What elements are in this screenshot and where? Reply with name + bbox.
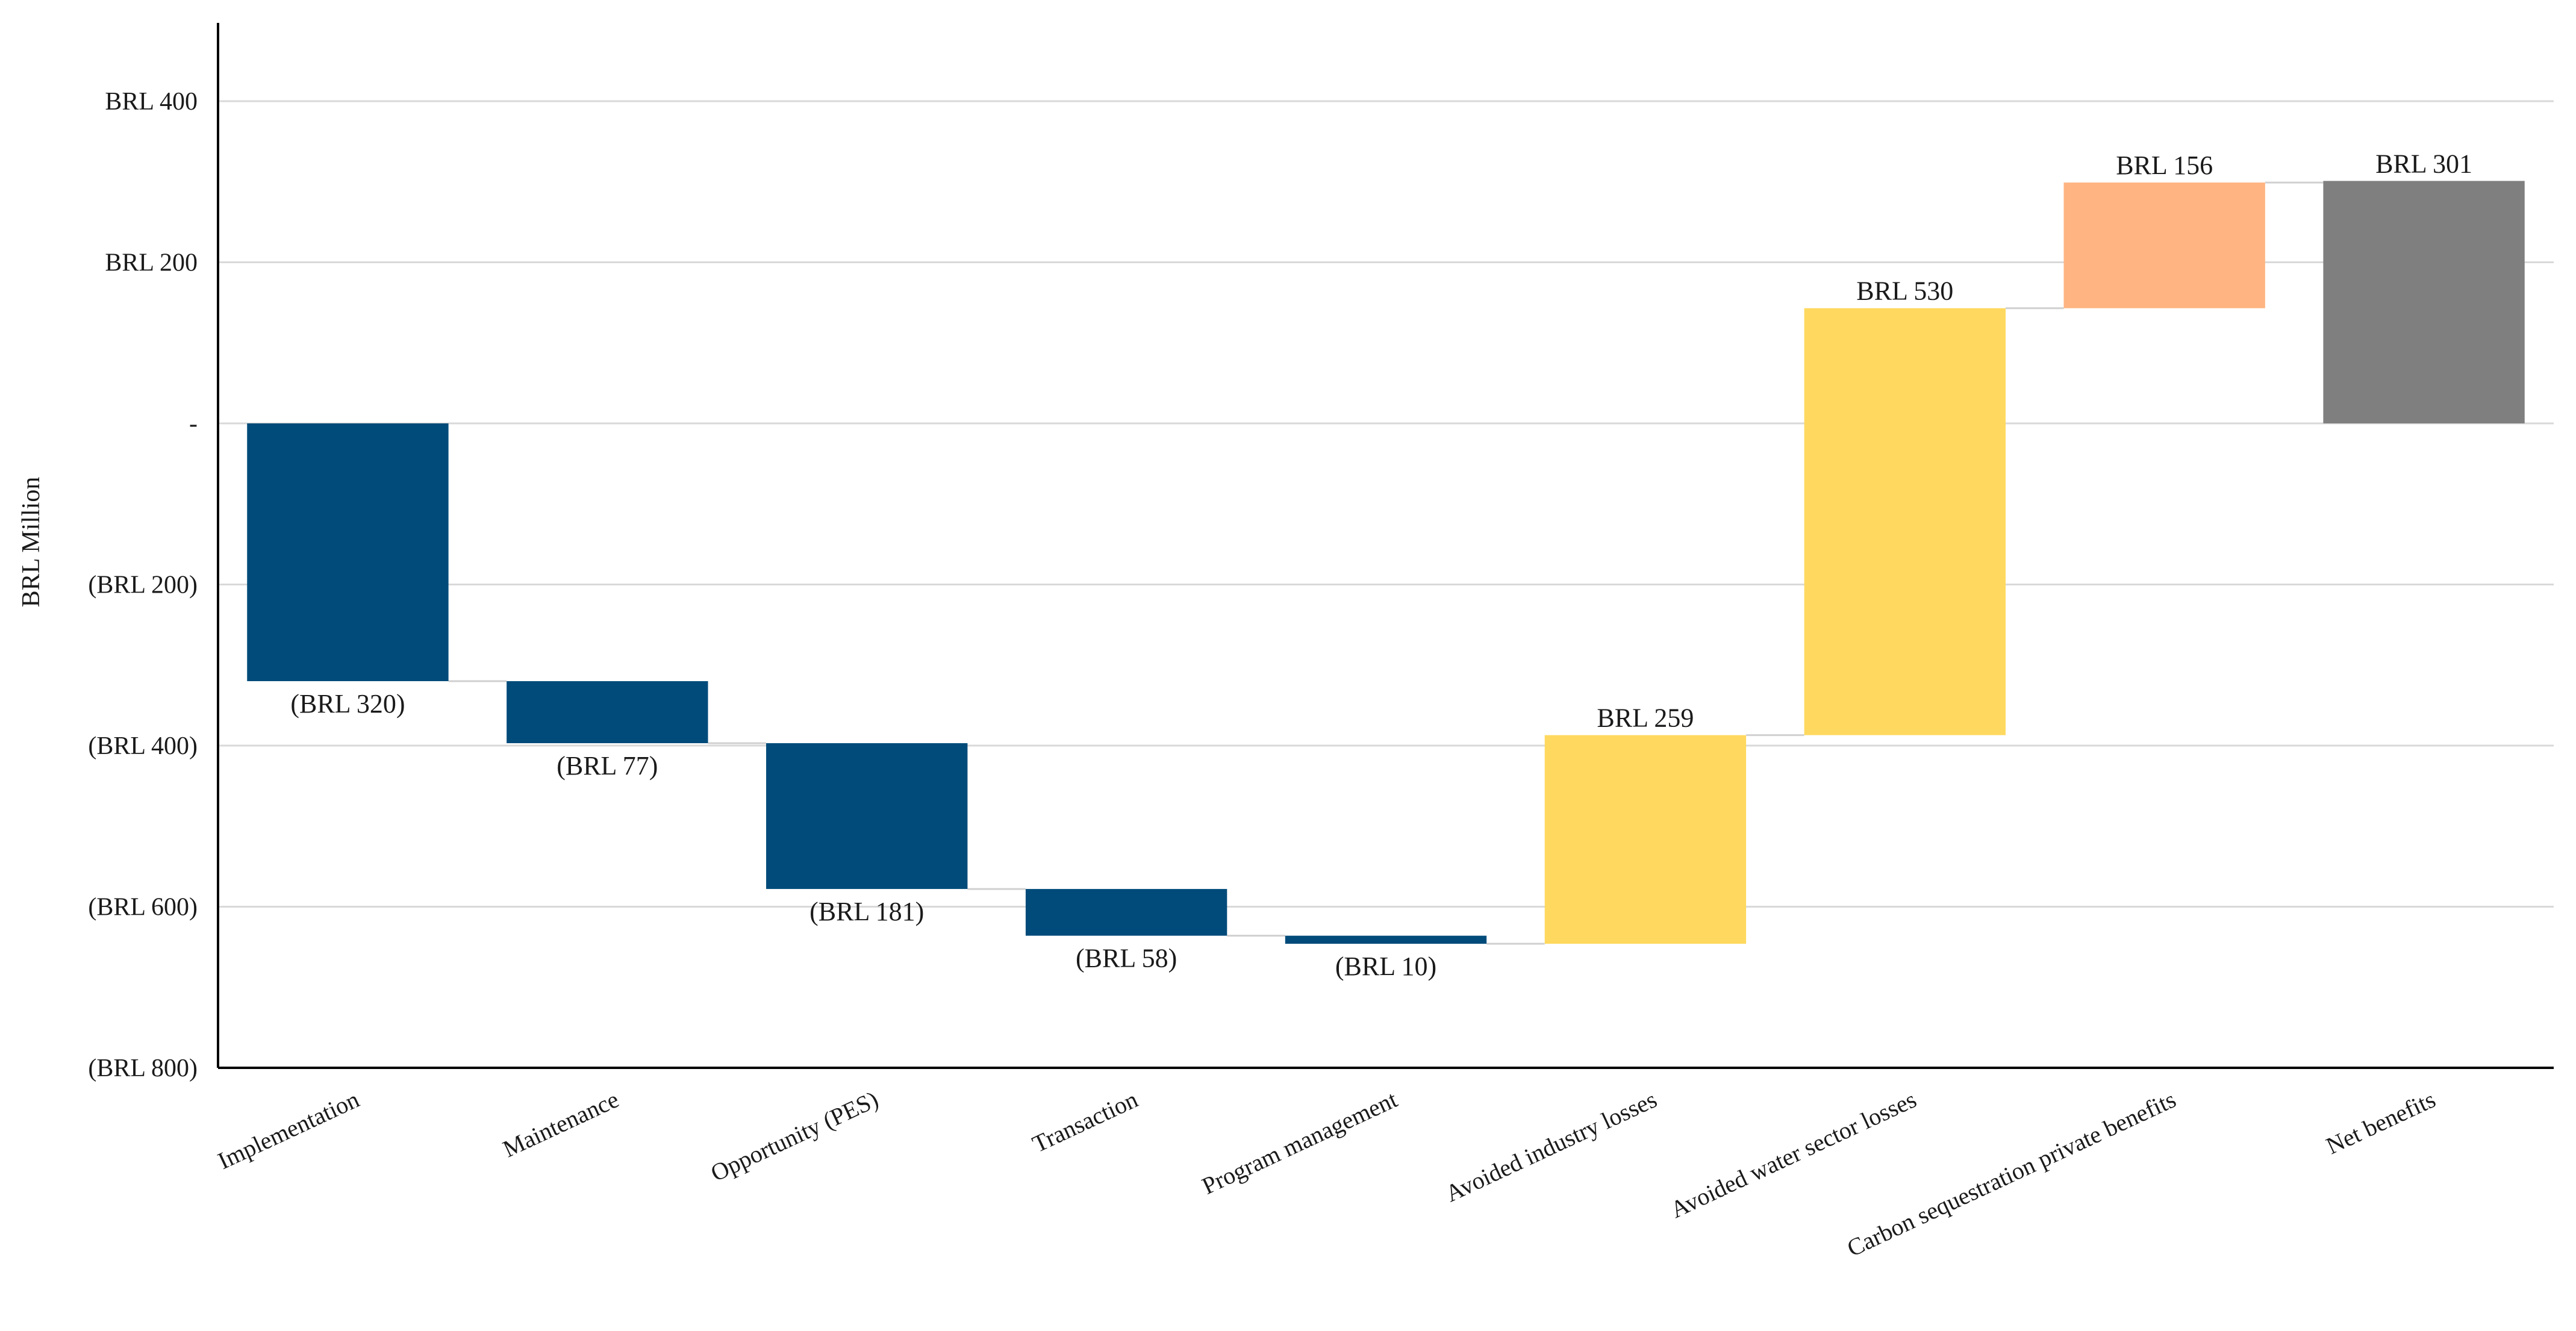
data-label: (BRL 77) xyxy=(557,751,658,781)
y-tick-label: - xyxy=(189,410,198,438)
x-category-label: Avoided industry losses xyxy=(1441,1085,1661,1207)
data-label: BRL 530 xyxy=(1856,276,1953,306)
data-label: (BRL 58) xyxy=(1076,944,1177,973)
data-label: BRL 259 xyxy=(1597,703,1694,733)
y-axis-title: BRL Million xyxy=(17,477,45,608)
bar-5 xyxy=(1544,735,1747,944)
connectors xyxy=(448,181,2324,945)
bar-6 xyxy=(1804,308,2006,735)
gridlines xyxy=(218,100,2554,908)
x-category-label: Program management xyxy=(1198,1085,1402,1200)
y-tick-label: (BRL 200) xyxy=(88,572,198,599)
y-tick-label: BRL 200 xyxy=(105,249,198,277)
bar-2 xyxy=(766,743,968,890)
data-labels: (BRL 320) (BRL 77) (BRL 181) (BRL 58) (BRL 1… xyxy=(290,149,2472,981)
bar-0 xyxy=(247,423,449,681)
bar-1 xyxy=(507,681,708,743)
x-category-labels: Implementation Maintenance Opportunity (PE… xyxy=(214,1085,2440,1262)
bar-7 xyxy=(2063,182,2265,308)
y-tick-labels: BRL 400 BRL 200 - (BRL 200) (BRL 400) (BRL 60… xyxy=(88,88,198,1082)
y-tick-label: (BRL 400) xyxy=(88,732,198,760)
x-category-label: Avoided water sector losses xyxy=(1667,1085,1921,1223)
x-category-label: Opportunity (PES) xyxy=(706,1085,882,1186)
bar-3 xyxy=(1025,889,1227,936)
y-tick-label: (BRL 600) xyxy=(88,894,198,921)
data-label: BRL 156 xyxy=(2116,151,2213,180)
y-tick-label: (BRL 800) xyxy=(88,1055,198,1082)
data-label: (BRL 181) xyxy=(809,897,924,926)
x-category-label: Implementation xyxy=(214,1085,364,1174)
x-category-label: Net benefits xyxy=(2322,1085,2439,1159)
y-tick-label: BRL 400 xyxy=(105,88,198,116)
bars xyxy=(247,181,2525,944)
x-category-label: Maintenance xyxy=(499,1085,623,1162)
x-category-label: Transaction xyxy=(1028,1085,1142,1158)
bar-8 xyxy=(2323,181,2525,423)
data-label: (BRL 320) xyxy=(290,689,405,718)
axes xyxy=(217,23,2554,1069)
bar-4 xyxy=(1285,935,1487,944)
data-label: (BRL 10) xyxy=(1335,952,1436,981)
data-label: BRL 301 xyxy=(2375,149,2472,178)
